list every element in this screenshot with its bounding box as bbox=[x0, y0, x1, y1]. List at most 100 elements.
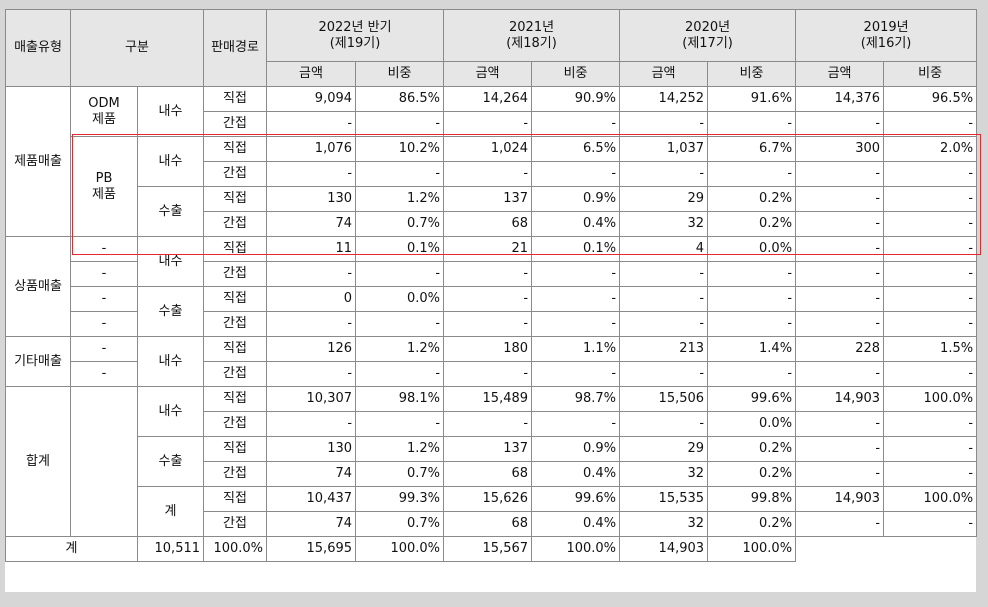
ratio-cell: - bbox=[883, 311, 978, 337]
amount-cell: 228 bbox=[795, 336, 885, 362]
amount-cell: 300 bbox=[795, 136, 885, 162]
ratio-cell: 1.4% bbox=[707, 336, 797, 362]
table-row: PB 제품 내수 직접 1,076 10.2% 1,024 6.5% 1,037… bbox=[6, 136, 978, 237]
ratio-cell: 98.1% bbox=[355, 386, 445, 412]
table-row: 상품매출 - 내수 직접 11 0.1% 21 0.1% 4 0.0% - - bbox=[5, 236, 978, 337]
ratio-cell: 0.9% bbox=[531, 186, 621, 212]
header-amount: 금액 bbox=[795, 61, 885, 87]
ratio-cell: - bbox=[531, 111, 621, 137]
market-subtotal: 계 bbox=[136, 486, 205, 537]
amount-cell: 10,307 bbox=[266, 386, 357, 412]
channel-indirect: 간접 bbox=[203, 311, 268, 337]
market-domestic: 내수 bbox=[136, 236, 205, 287]
amount-cell: 11 bbox=[266, 236, 357, 262]
header-amount: 금액 bbox=[619, 61, 709, 87]
amount-cell: - bbox=[266, 111, 357, 137]
amount-cell: - bbox=[266, 261, 357, 287]
ratio-cell: 0.0% bbox=[707, 411, 797, 437]
market-domestic: 내수 bbox=[136, 336, 205, 387]
amount-cell: 126 bbox=[266, 336, 357, 362]
channel-direct: 직접 bbox=[203, 236, 268, 262]
market-export: 수출 bbox=[136, 186, 205, 237]
table-row: 간접 74 0.7% 68 0.4% 32 0.2% - - bbox=[6, 511, 978, 537]
table-row: - 간접 - - - - - - - - bbox=[6, 361, 978, 387]
ratio-cell: 1.2% bbox=[355, 336, 445, 362]
channel-indirect: 간접 bbox=[203, 261, 268, 287]
grand-total-label: 계 bbox=[5, 536, 138, 562]
amount-cell: 137 bbox=[443, 186, 533, 212]
amount-cell: 15,535 bbox=[619, 486, 709, 512]
ratio-cell: - bbox=[531, 311, 621, 337]
ratio-cell: - bbox=[883, 261, 978, 287]
ratio-cell: - bbox=[883, 461, 978, 487]
ratio-cell: - bbox=[355, 161, 445, 187]
amount-cell: - bbox=[795, 261, 885, 287]
table-row: 계 직접 10,437 99.3% 15,626 99.6% 15,535 99… bbox=[6, 486, 978, 537]
ratio-cell: 0.4% bbox=[531, 511, 621, 537]
group-merch-sales: 상품매출 bbox=[5, 236, 71, 337]
amount-cell: - bbox=[619, 286, 709, 312]
amount-cell: 14,903 bbox=[619, 536, 709, 562]
amount-cell: 14,903 bbox=[795, 386, 885, 412]
ratio-cell: 0.7% bbox=[355, 211, 445, 237]
amount-cell: - bbox=[619, 311, 709, 337]
channel-direct: 직접 bbox=[203, 486, 268, 512]
header-ratio: 비중 bbox=[707, 61, 797, 87]
amount-cell: 10,511 bbox=[136, 536, 205, 562]
ratio-cell: - bbox=[883, 361, 978, 387]
ratio-cell: - bbox=[883, 186, 978, 212]
market-export: 수출 bbox=[136, 286, 205, 337]
header-channel: 판매경로 bbox=[203, 9, 268, 87]
sub-blank bbox=[70, 386, 138, 537]
ratio-cell: 0.2% bbox=[707, 511, 797, 537]
ratio-cell: 0.4% bbox=[531, 461, 621, 487]
ratio-cell: 99.3% bbox=[355, 486, 445, 512]
amount-cell: 15,626 bbox=[443, 486, 533, 512]
ratio-cell: - bbox=[883, 411, 978, 437]
amount-cell: 130 bbox=[266, 186, 357, 212]
channel-direct: 직접 bbox=[203, 436, 268, 462]
ratio-cell: 90.9% bbox=[531, 86, 621, 112]
ratio-cell: 6.5% bbox=[531, 136, 621, 162]
amount-cell: - bbox=[266, 311, 357, 337]
amount-cell: - bbox=[795, 236, 885, 262]
ratio-cell: 0.7% bbox=[355, 511, 445, 537]
channel-indirect: 간접 bbox=[203, 361, 268, 387]
amount-cell: 68 bbox=[443, 211, 533, 237]
table-row: - 수출 직접 0 0.0% - - - - - - bbox=[6, 286, 978, 337]
amount-cell: - bbox=[443, 261, 533, 287]
table-row: 간접 74 0.7% 68 0.4% 32 0.2% - - bbox=[6, 461, 978, 487]
amount-cell: 14,376 bbox=[795, 86, 885, 112]
table-row: 간접 - - - - - - - - bbox=[6, 161, 978, 187]
sales-by-channel-table: 매출유형 구분 판매경로 2022년 반기 (제19기) 2021년 (제18기… bbox=[5, 9, 978, 562]
header-period-2021: 2021년 (제18기) bbox=[443, 9, 621, 62]
amount-cell: - bbox=[266, 361, 357, 387]
amount-cell: 4 bbox=[619, 236, 709, 262]
ratio-cell: 100.0% bbox=[883, 486, 978, 512]
sub-dash: - bbox=[70, 236, 138, 262]
amount-cell: 15,695 bbox=[266, 536, 357, 562]
channel-direct: 직접 bbox=[203, 336, 268, 362]
header-amount: 금액 bbox=[443, 61, 533, 87]
header-category: 구분 bbox=[69, 9, 205, 87]
channel-indirect: 간접 bbox=[203, 411, 268, 437]
channel-direct: 직접 bbox=[203, 286, 268, 312]
amount-cell: - bbox=[795, 511, 885, 537]
amount-cell: - bbox=[795, 186, 885, 212]
ratio-cell: 0.4% bbox=[531, 211, 621, 237]
ratio-cell: 0.0% bbox=[707, 236, 797, 262]
amount-cell: - bbox=[795, 211, 885, 237]
ratio-cell: - bbox=[531, 161, 621, 187]
amount-cell: - bbox=[266, 161, 357, 187]
ratio-cell: 86.5% bbox=[355, 86, 445, 112]
market-domestic: 내수 bbox=[136, 136, 205, 187]
amount-cell: 9,094 bbox=[266, 86, 357, 112]
ratio-cell: 0.7% bbox=[355, 461, 445, 487]
ratio-cell: 6.7% bbox=[707, 136, 797, 162]
sales-table-frame: 매출유형 구분 판매경로 2022년 반기 (제19기) 2021년 (제18기… bbox=[5, 9, 978, 592]
table-row: 기타매출 - 내수 직접 126 1.2% 180 1.1% 213 1.4% … bbox=[5, 336, 978, 387]
amount-cell: 14,252 bbox=[619, 86, 709, 112]
amount-cell: 74 bbox=[266, 211, 357, 237]
channel-indirect: 간접 bbox=[203, 461, 268, 487]
ratio-cell: - bbox=[883, 236, 978, 262]
